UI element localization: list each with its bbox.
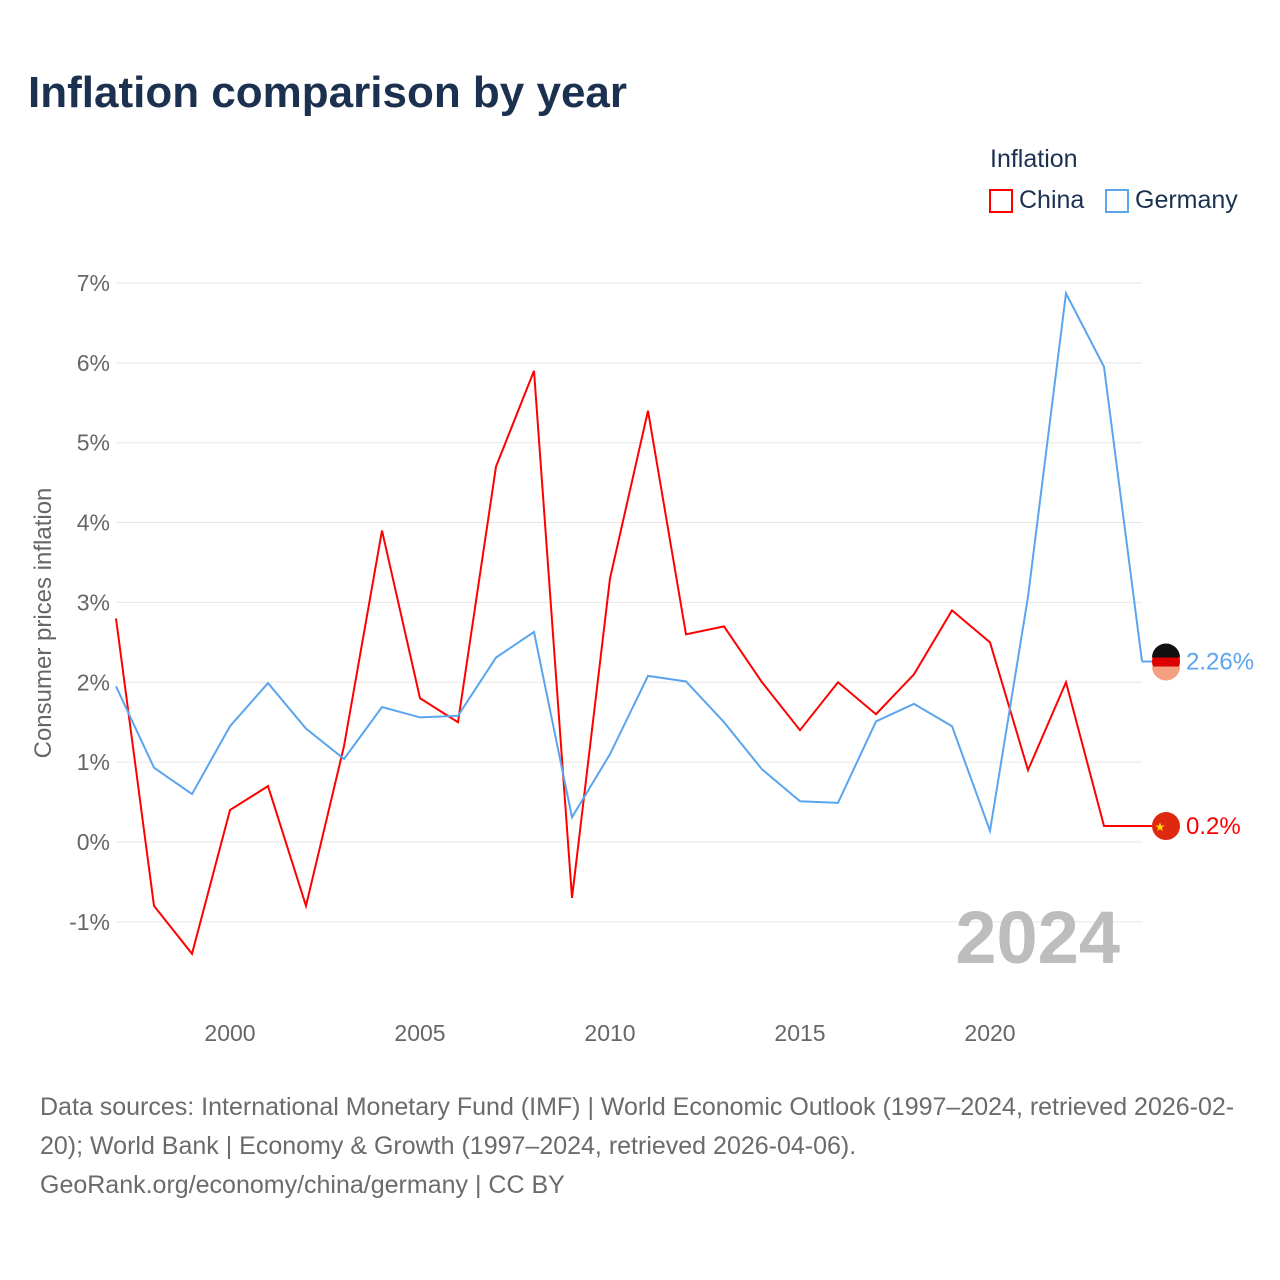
- x-tick-label: 2020: [964, 1020, 1015, 1046]
- flag-star: ★: [1155, 820, 1166, 834]
- x-tick-label: 2005: [394, 1020, 445, 1046]
- chart-title: Inflation comparison by year: [28, 68, 628, 117]
- source-link[interactable]: GeoRank.org/economy/china/germany | CC B…: [40, 1171, 565, 1199]
- legend-item-germany[interactable]: Germany: [1105, 186, 1238, 215]
- y-tick-label: 1%: [77, 749, 110, 775]
- y-tick-label: 4%: [77, 510, 110, 536]
- y-tick-label: -1%: [69, 909, 110, 935]
- legend-title: Inflation: [990, 145, 1078, 173]
- series-line-china: [115, 370, 1142, 956]
- end-value-label-china: 0.2%: [1186, 813, 1241, 840]
- y-tick-label: 6%: [77, 350, 110, 376]
- end-value-label-germany: 2.26%: [1186, 649, 1254, 676]
- plot-area: -1%0%1%2%3%4%5%6%7%2000 2005 2010 2015 2020 …: [30, 270, 1254, 1046]
- year-watermark: 2024: [955, 896, 1120, 979]
- y-tick-label: 0%: [77, 829, 110, 855]
- y-axis-label: Consumer prices inflation: [30, 488, 57, 759]
- y-tick-label: 5%: [77, 430, 110, 456]
- x-tick-label: 2010: [584, 1020, 635, 1046]
- flag-stripe: [1152, 666, 1181, 681]
- flag-stripe: [1152, 643, 1181, 658]
- legend-swatch-germany: [1105, 188, 1129, 213]
- data-sources: Data sources: International Monetary Fun…: [40, 1093, 1235, 1160]
- footer: Data sources: International Monetary Fun…: [40, 1088, 1250, 1205]
- legend-item-china[interactable]: China: [989, 186, 1084, 215]
- series-line-germany: [115, 290, 1143, 835]
- china-flag-icon: [1152, 812, 1180, 841]
- y-tick-label: 2%: [77, 669, 110, 695]
- legend-label: China: [1019, 186, 1085, 214]
- legend-label: Germany: [1135, 186, 1238, 214]
- x-tick-label: 2000: [204, 1020, 255, 1046]
- legend-swatch-china: [989, 188, 1013, 213]
- x-tick-label: 2015: [774, 1020, 825, 1046]
- y-tick-label: 3%: [77, 589, 110, 615]
- y-tick-label: 7%: [77, 270, 110, 296]
